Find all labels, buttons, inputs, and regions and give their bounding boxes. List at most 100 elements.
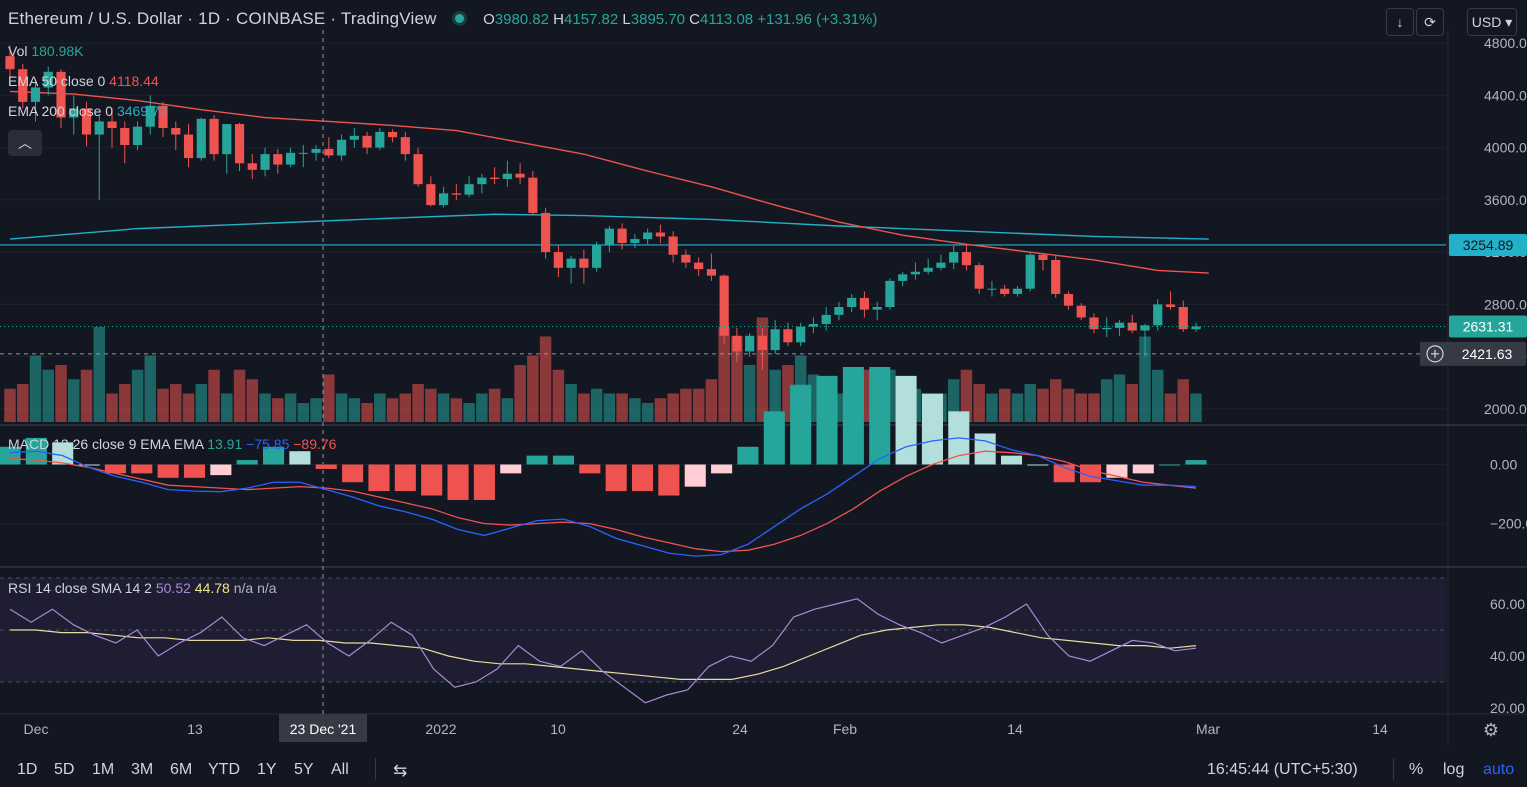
- volume-bar: [769, 369, 781, 422]
- candle-body: [579, 258, 589, 268]
- ohlc-high-label: H: [553, 11, 565, 28]
- volume-bar: [93, 327, 106, 422]
- volume-bar: [4, 388, 16, 422]
- macd-histogram-bar: [0, 446, 21, 465]
- candle-body: [158, 105, 168, 128]
- rsi-tick-label: 40.00: [1490, 648, 1525, 664]
- macd-histogram-bar: [1185, 460, 1207, 465]
- plus-circle-icon[interactable]: [1426, 345, 1444, 363]
- volume-bar: [692, 388, 705, 422]
- auto-toggle[interactable]: auto: [1483, 761, 1515, 778]
- rsi-line: [9, 598, 1197, 704]
- volume-bar: [272, 398, 284, 422]
- candle-body: [247, 163, 257, 170]
- macd-histogram-bar: [157, 464, 179, 478]
- ema200-legend[interactable]: EMA 200 close 0 3469.72: [8, 103, 168, 119]
- ema50-legend[interactable]: EMA 50 close 0 4118.44: [8, 73, 159, 89]
- volume-bar: [973, 384, 985, 422]
- crosshair-date-label: 23 Dec '21: [290, 721, 357, 737]
- rsi-sma-value: 44.78: [194, 580, 230, 596]
- rsi-legend[interactable]: RSI 14 close SMA 14 2 50.52 44.78 n/a n/…: [8, 580, 277, 596]
- macd-histogram-bar: [842, 367, 864, 465]
- macd-histogram-bar: [421, 464, 443, 496]
- volume-bar: [947, 379, 960, 422]
- percent-toggle[interactable]: %: [1409, 761, 1424, 778]
- download-icon[interactable]: ↓: [1386, 8, 1414, 36]
- macd-histogram-bar: [737, 446, 759, 465]
- volume-bar: [55, 365, 67, 422]
- date-range-icon[interactable]: ⇆: [393, 761, 408, 780]
- candle-body: [1000, 288, 1010, 294]
- volume-bar: [807, 374, 820, 422]
- macd-label: MACD 12 26 close 9 EMA EMA: [8, 436, 204, 452]
- timeframe-1d[interactable]: 1D: [17, 761, 38, 778]
- candle-body: [796, 326, 806, 343]
- candle-body: [43, 71, 53, 88]
- macd-histogram-bar: [1027, 464, 1049, 466]
- timeframe-5y[interactable]: 5Y: [294, 761, 314, 778]
- candle-body: [273, 154, 283, 165]
- candle-body: [1191, 326, 1201, 330]
- symbol-title[interactable]: Ethereum / U.S. Dollar · 1D · COINBASE ·…: [8, 9, 437, 28]
- gear-icon[interactable]: ⚙: [1483, 720, 1499, 740]
- ohlc-close-value: 4113.08: [700, 11, 754, 28]
- volume-bar: [463, 403, 475, 422]
- candle-body: [783, 329, 793, 343]
- macd-histogram-bar: [631, 464, 654, 492]
- volume-bar: [412, 384, 424, 422]
- candle-body: [222, 124, 232, 155]
- volume-bar: [603, 393, 616, 422]
- volume-bar: [833, 393, 845, 422]
- volume-bar: [514, 365, 526, 422]
- volume-bar: [68, 379, 80, 422]
- price-tick-label: 2000.00: [1484, 401, 1527, 417]
- volume-bar: [119, 384, 131, 422]
- rsi-tick-label: 60.00: [1490, 596, 1525, 612]
- volume-label: Vol: [8, 43, 28, 59]
- currency-select[interactable]: USD ▾: [1467, 8, 1517, 36]
- refresh-icon[interactable]: ⟳: [1416, 8, 1444, 36]
- rsi-na-value: n/a n/a: [233, 580, 277, 596]
- volume-bar: [29, 355, 42, 422]
- log-toggle[interactable]: log: [1443, 761, 1465, 778]
- macd-histogram-bar: [869, 367, 891, 465]
- candle-body: [949, 252, 959, 263]
- market-status-icon: [455, 14, 465, 24]
- volume-bar: [1190, 393, 1202, 422]
- macd-histogram-bar: [1132, 464, 1154, 474]
- volume-bar: [1126, 384, 1138, 422]
- time-axis-label: Feb: [833, 721, 857, 737]
- macd-histogram-bar: [131, 464, 153, 474]
- ema50-value: 4118.44: [109, 73, 159, 89]
- macd-histogram-bar: [711, 464, 733, 474]
- volume-legend[interactable]: Vol 180.98K: [8, 43, 84, 59]
- volume-bar: [565, 384, 577, 422]
- volume-bar: [1177, 379, 1189, 422]
- timeframe-3m[interactable]: 3M: [131, 761, 154, 778]
- volume-bar: [641, 403, 654, 422]
- volume-bar: [590, 388, 603, 422]
- timeframe-all[interactable]: All: [331, 761, 349, 778]
- candle-body: [1114, 322, 1125, 328]
- rsi-tick-label: 20.00: [1490, 700, 1525, 716]
- timeframe-6m[interactable]: 6M: [170, 761, 193, 778]
- timeframe-5d[interactable]: 5D: [54, 761, 75, 778]
- macd-histogram-bar: [210, 464, 232, 476]
- candle-body: [336, 139, 347, 156]
- volume-bar: [425, 388, 437, 422]
- timeframe-1m[interactable]: 1M: [92, 761, 115, 778]
- candle-body: [719, 275, 729, 336]
- macd-signal-value: −89.76: [293, 436, 337, 452]
- candle-body: [426, 184, 436, 206]
- macd-histogram-bar: [104, 464, 126, 474]
- timeframe-ytd[interactable]: YTD: [208, 761, 240, 778]
- candle-body: [196, 118, 206, 159]
- volume-bar: [1062, 388, 1075, 422]
- timeframe-1y[interactable]: 1Y: [257, 761, 277, 778]
- macd-legend[interactable]: MACD 12 26 close 9 EMA EMA 13.91 −75.85 …: [8, 436, 336, 452]
- collapse-legend-button[interactable]: ︿: [8, 130, 42, 156]
- currency-label: USD: [1471, 14, 1502, 30]
- clock-readout[interactable]: 16:45:44 (UTC+5:30): [1207, 761, 1358, 778]
